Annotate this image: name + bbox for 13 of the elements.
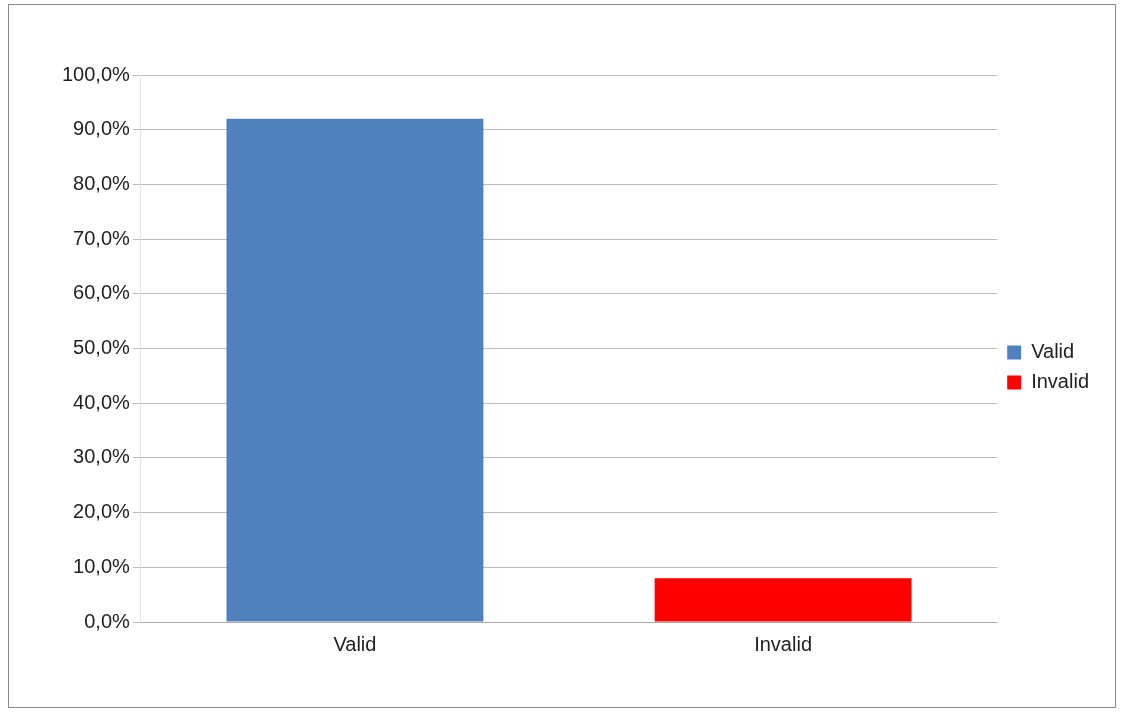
y-tick-label: 60,0% <box>73 281 131 304</box>
y-tick-label: 100,0% <box>61 62 131 85</box>
y-tick-label: 50,0% <box>73 336 131 359</box>
y-tick-label: 10,0% <box>73 554 131 577</box>
y-tick-label: 0,0% <box>84 609 131 632</box>
y-tick-label: 20,0% <box>73 500 131 523</box>
y-tick-label: 80,0% <box>73 171 131 194</box>
y-tick-label: 90,0% <box>73 117 131 140</box>
y-tick-label: 30,0% <box>73 445 131 468</box>
legend-label: Invalid <box>1031 370 1089 393</box>
y-tick-label: 70,0% <box>73 226 131 249</box>
legend-label: Valid <box>1031 340 1075 363</box>
y-tick-label: 40,0% <box>73 390 131 413</box>
